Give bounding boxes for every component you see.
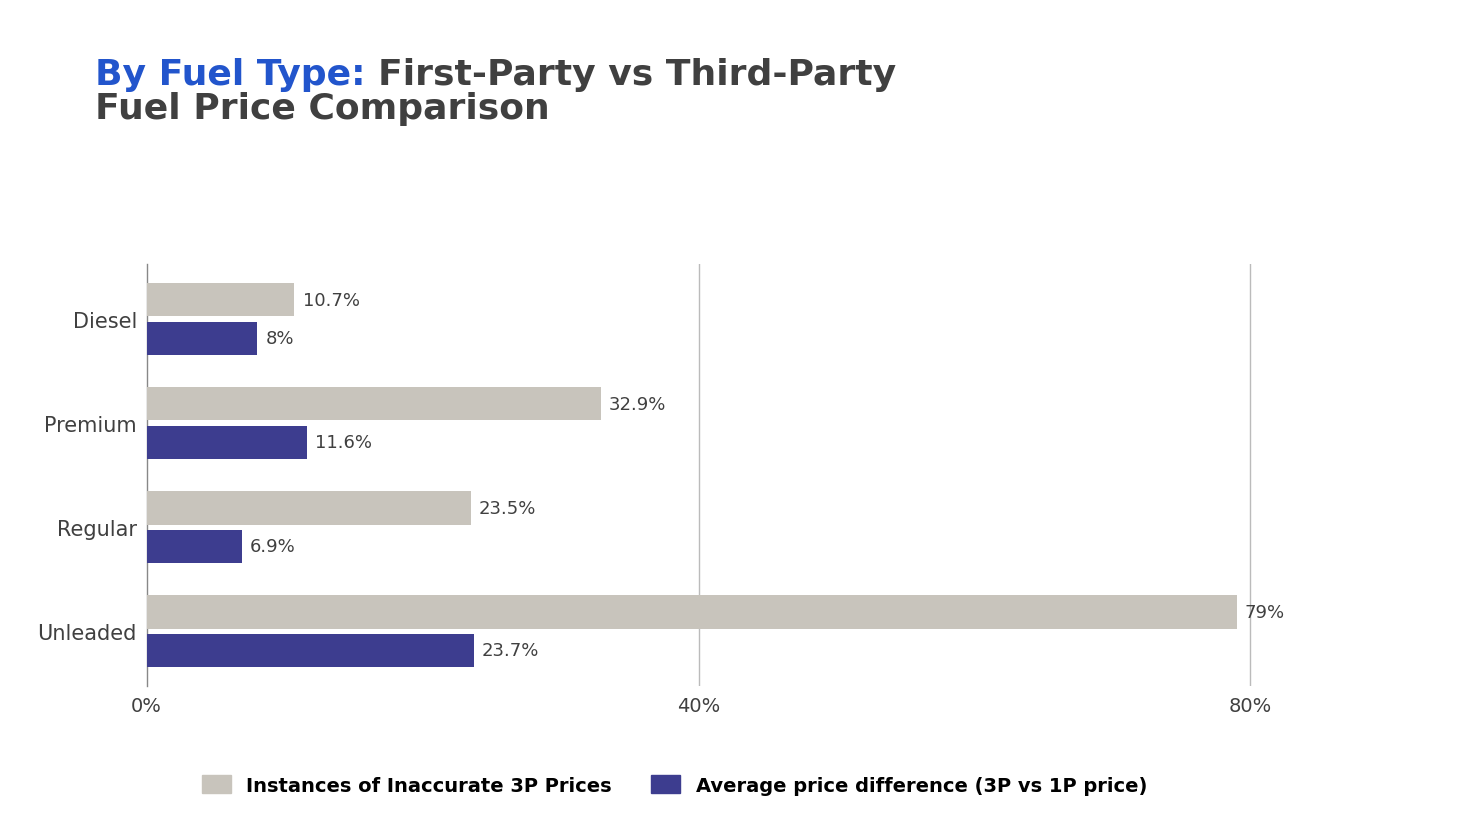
Bar [147, 284, 295, 317]
Text: 10.7%: 10.7% [302, 291, 359, 309]
Bar [147, 388, 601, 421]
Bar [147, 530, 242, 563]
Bar [147, 323, 257, 356]
Text: 8%: 8% [265, 330, 293, 348]
Text: 23.5%: 23.5% [479, 500, 537, 517]
Text: First-Party vs Third-Party: First-Party vs Third-Party [378, 58, 897, 92]
Text: 11.6%: 11.6% [315, 434, 372, 452]
Legend: Instances of Inaccurate 3P Prices, Average price difference (3P vs 1P price): Instances of Inaccurate 3P Prices, Avera… [202, 776, 1146, 795]
Text: By Fuel Type:: By Fuel Type: [95, 58, 378, 92]
Text: 23.7%: 23.7% [482, 642, 539, 660]
Bar [147, 491, 471, 525]
Text: 6.9%: 6.9% [251, 538, 296, 556]
Bar [147, 634, 474, 667]
Text: 32.9%: 32.9% [608, 395, 666, 414]
Bar [147, 426, 306, 460]
Text: 79%: 79% [1245, 603, 1286, 621]
Text: Fuel Price Comparison: Fuel Price Comparison [95, 92, 550, 126]
Bar [147, 595, 1237, 629]
